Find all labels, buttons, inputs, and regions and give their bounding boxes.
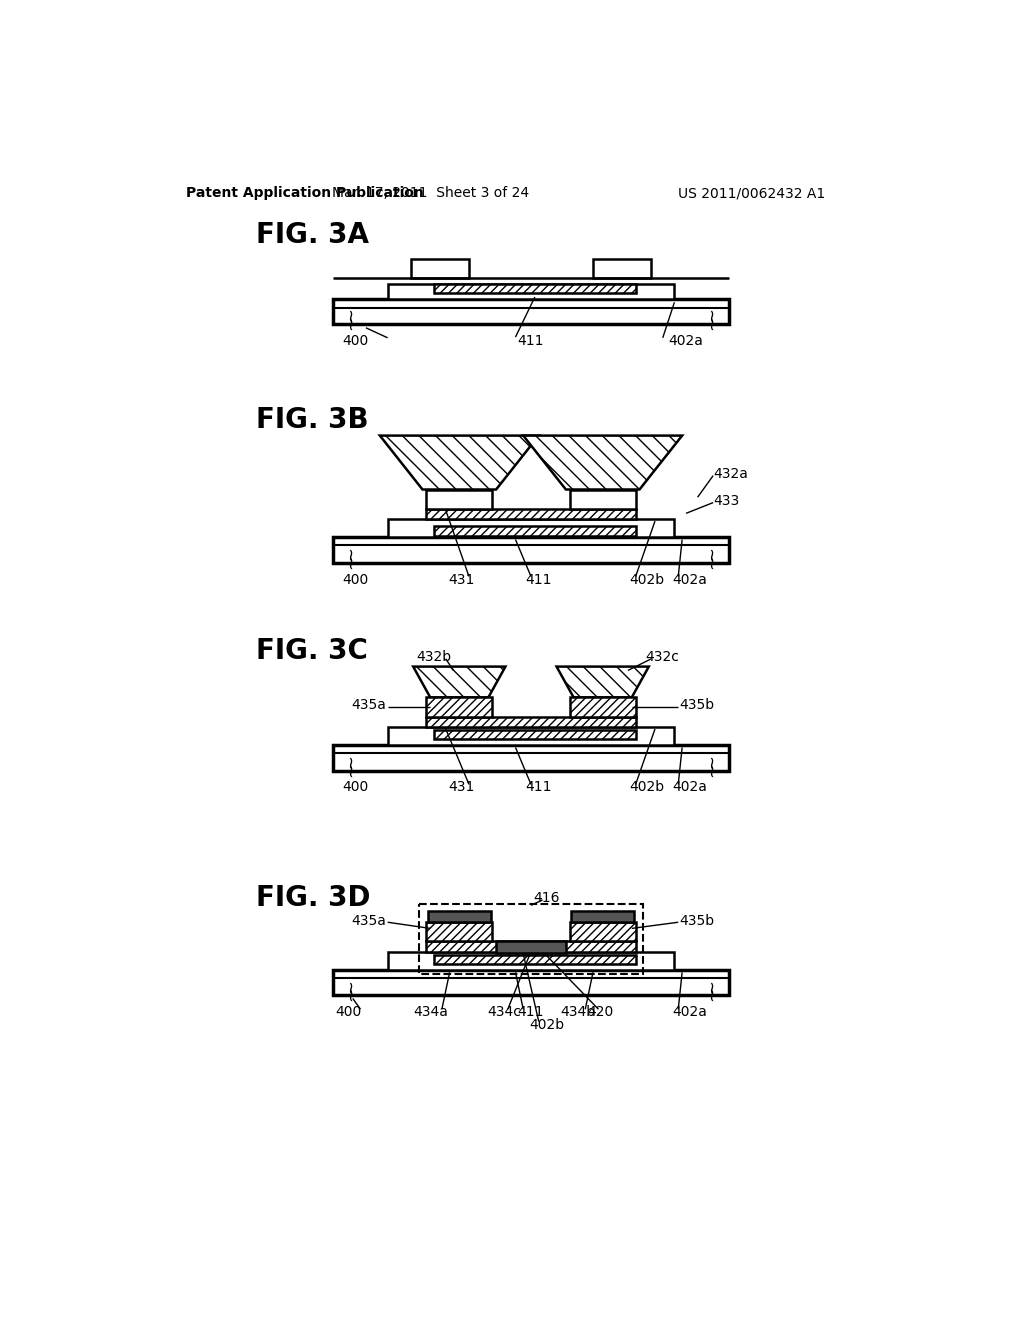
Bar bbox=[334, 970, 729, 995]
Bar bbox=[434, 730, 636, 739]
Text: ~: ~ bbox=[341, 754, 359, 768]
Bar bbox=[426, 717, 636, 726]
Text: ~: ~ bbox=[341, 986, 359, 1002]
Bar bbox=[426, 697, 493, 717]
Text: 435b: 435b bbox=[680, 698, 715, 711]
Bar bbox=[434, 954, 636, 964]
Bar bbox=[334, 744, 729, 771]
Text: 434b: 434b bbox=[560, 1006, 595, 1019]
Bar bbox=[434, 525, 636, 536]
Text: ~: ~ bbox=[702, 546, 721, 561]
Text: 432a: 432a bbox=[713, 467, 748, 480]
Bar bbox=[571, 911, 634, 923]
Text: 411: 411 bbox=[518, 1006, 544, 1019]
Bar bbox=[388, 726, 675, 744]
Text: ~: ~ bbox=[341, 978, 359, 994]
Bar bbox=[593, 259, 651, 277]
Text: 411: 411 bbox=[518, 334, 544, 348]
Text: FIG. 3A: FIG. 3A bbox=[256, 222, 369, 249]
Text: 402a: 402a bbox=[673, 573, 708, 586]
Text: ~: ~ bbox=[341, 553, 359, 569]
Text: ~: ~ bbox=[341, 308, 359, 322]
Text: 400: 400 bbox=[342, 334, 369, 348]
Text: ~: ~ bbox=[341, 546, 359, 561]
Text: 400: 400 bbox=[342, 780, 369, 795]
Bar bbox=[434, 284, 636, 293]
Text: 431: 431 bbox=[449, 573, 474, 586]
Bar bbox=[569, 697, 636, 717]
Text: 402b: 402b bbox=[630, 573, 665, 586]
Text: 402b: 402b bbox=[630, 780, 665, 795]
Text: ~: ~ bbox=[702, 754, 721, 768]
Text: 402a: 402a bbox=[673, 1006, 708, 1019]
Bar bbox=[388, 519, 675, 537]
Text: 402a: 402a bbox=[673, 780, 708, 795]
Bar bbox=[426, 941, 636, 952]
Text: FIG. 3C: FIG. 3C bbox=[256, 638, 368, 665]
Text: 433: 433 bbox=[713, 494, 739, 508]
Bar bbox=[426, 923, 493, 941]
Bar bbox=[569, 923, 636, 941]
Text: 432b: 432b bbox=[417, 651, 452, 664]
Polygon shape bbox=[414, 667, 506, 697]
Text: 411: 411 bbox=[525, 573, 552, 586]
Text: 400: 400 bbox=[336, 1006, 362, 1019]
Bar bbox=[334, 298, 729, 323]
Text: ~: ~ bbox=[702, 986, 721, 1002]
Text: 432c: 432c bbox=[646, 651, 680, 664]
Text: FIG. 3B: FIG. 3B bbox=[256, 407, 369, 434]
Text: 411: 411 bbox=[525, 780, 552, 795]
Text: ~: ~ bbox=[702, 762, 721, 776]
Bar bbox=[569, 490, 636, 508]
Text: ~: ~ bbox=[341, 315, 359, 330]
Polygon shape bbox=[523, 436, 682, 490]
Text: ~: ~ bbox=[702, 315, 721, 330]
Text: 431: 431 bbox=[449, 780, 474, 795]
Bar bbox=[388, 284, 675, 298]
Bar bbox=[419, 904, 643, 974]
Text: ~: ~ bbox=[702, 978, 721, 994]
Text: 435a: 435a bbox=[351, 913, 386, 928]
Text: 400: 400 bbox=[342, 573, 369, 586]
Text: US 2011/0062432 A1: US 2011/0062432 A1 bbox=[678, 186, 825, 201]
Bar bbox=[411, 259, 469, 277]
Polygon shape bbox=[557, 667, 649, 697]
Bar bbox=[426, 508, 636, 519]
Text: 434c: 434c bbox=[487, 1006, 521, 1019]
Text: 435b: 435b bbox=[680, 913, 715, 928]
Text: Patent Application Publication: Patent Application Publication bbox=[186, 186, 424, 201]
Bar bbox=[428, 911, 490, 923]
Text: 402a: 402a bbox=[669, 334, 703, 348]
Bar bbox=[388, 952, 675, 970]
Text: ~: ~ bbox=[341, 762, 359, 776]
Text: 435a: 435a bbox=[351, 698, 386, 711]
Text: ~: ~ bbox=[702, 553, 721, 569]
Text: 416: 416 bbox=[534, 891, 560, 904]
Text: FIG. 3D: FIG. 3D bbox=[256, 883, 371, 912]
Text: 402b: 402b bbox=[529, 1018, 564, 1032]
Text: 434a: 434a bbox=[413, 1006, 447, 1019]
Text: ~: ~ bbox=[702, 308, 721, 322]
Text: 420: 420 bbox=[588, 1006, 613, 1019]
Bar bbox=[334, 537, 729, 562]
Text: Mar. 17, 2011  Sheet 3 of 24: Mar. 17, 2011 Sheet 3 of 24 bbox=[332, 186, 528, 201]
Bar bbox=[496, 941, 566, 953]
Bar bbox=[426, 490, 493, 508]
Polygon shape bbox=[380, 436, 539, 490]
